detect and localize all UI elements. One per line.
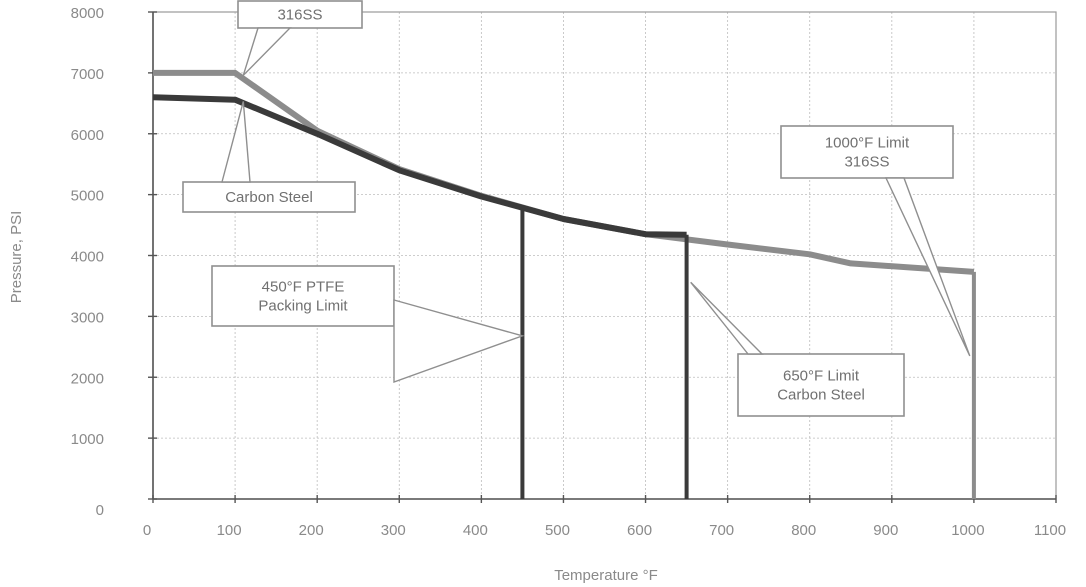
callout-text-4-1: 316SS	[844, 154, 889, 171]
x-tick-label-2: 200	[299, 522, 324, 539]
grid	[153, 11, 1057, 499]
y-tick-label-4: 4000	[71, 249, 104, 266]
callout-text-3-1: Carbon Steel	[777, 387, 865, 404]
callout-box-0	[237, 0, 363, 29]
callout-text-0-0: 316SS	[277, 7, 322, 24]
y-tick-label-5: 5000	[71, 188, 104, 205]
x-tick-label-10: 1000	[951, 522, 984, 539]
callout-box-4	[780, 125, 954, 179]
y-tick-label-6: 6000	[71, 127, 104, 144]
y-tick-label-7: 7000	[71, 66, 104, 83]
callout-box-2	[211, 265, 395, 327]
y-tick-label-0: 0	[96, 502, 104, 519]
x-tick-label-1: 100	[217, 522, 242, 539]
x-tick-label-9: 900	[873, 522, 898, 539]
callout-leader-1	[221, 101, 251, 183]
callout-box-1	[182, 181, 356, 213]
x-tick-label-11: 1100	[1034, 522, 1066, 539]
x-tick-label-5: 500	[545, 522, 570, 539]
plot-frame	[152, 11, 1057, 500]
callout-text-3-0: 650°F Limit	[783, 368, 860, 385]
limit-lines	[520, 205, 976, 499]
x-tick-label-8: 800	[791, 522, 816, 539]
callout-text-2-1: Packing Limit	[258, 298, 348, 315]
callout-text-1-0: Carbon Steel	[225, 189, 313, 206]
series	[152, 69, 975, 275]
callout-1: Carbon Steel	[182, 101, 356, 213]
callout-text-2-0: 450°F PTFE	[262, 279, 345, 296]
y-tick-label-1: 1000	[71, 431, 104, 448]
x-tick-label-4: 400	[463, 522, 488, 539]
tick-labels: 0 100 200 300 400 500 600 700 800 900 1000 1100 0 100…	[71, 5, 1067, 539]
axes	[148, 11, 1057, 503]
callout-leader-3	[690, 281, 764, 355]
callout-4: 1000°F Limit 316SS	[780, 125, 971, 357]
callout-3: 650°F Limit Carbon Steel	[690, 281, 905, 417]
y-tick-label-8: 8000	[71, 5, 104, 22]
callout-leader-2	[393, 299, 525, 383]
y-axis-title: Pressure, PSI	[8, 211, 25, 304]
x-axis-title: Temperature °F	[554, 567, 658, 584]
series-line-carbon-steel	[152, 94, 687, 238]
x-tick-label-6: 600	[627, 522, 652, 539]
x-tick-label-3: 300	[381, 522, 406, 539]
callout-box-3	[737, 353, 905, 417]
callout-text-4-0: 1000°F Limit	[825, 135, 910, 152]
x-tick-label-7: 700	[709, 522, 734, 539]
y-tick-label-2: 2000	[71, 370, 104, 387]
y-tick-label-3: 3000	[71, 309, 104, 326]
callout-leader-0	[242, 27, 292, 76]
callout-leader-4	[884, 177, 971, 357]
callout-0: 316SS	[237, 0, 363, 76]
callouts: 316SS Carbon Steel 450°F PTFE Packing Limit…	[182, 0, 971, 417]
x-tick-label-0: 0	[143, 522, 151, 539]
callout-2: 450°F PTFE Packing Limit	[211, 265, 525, 383]
